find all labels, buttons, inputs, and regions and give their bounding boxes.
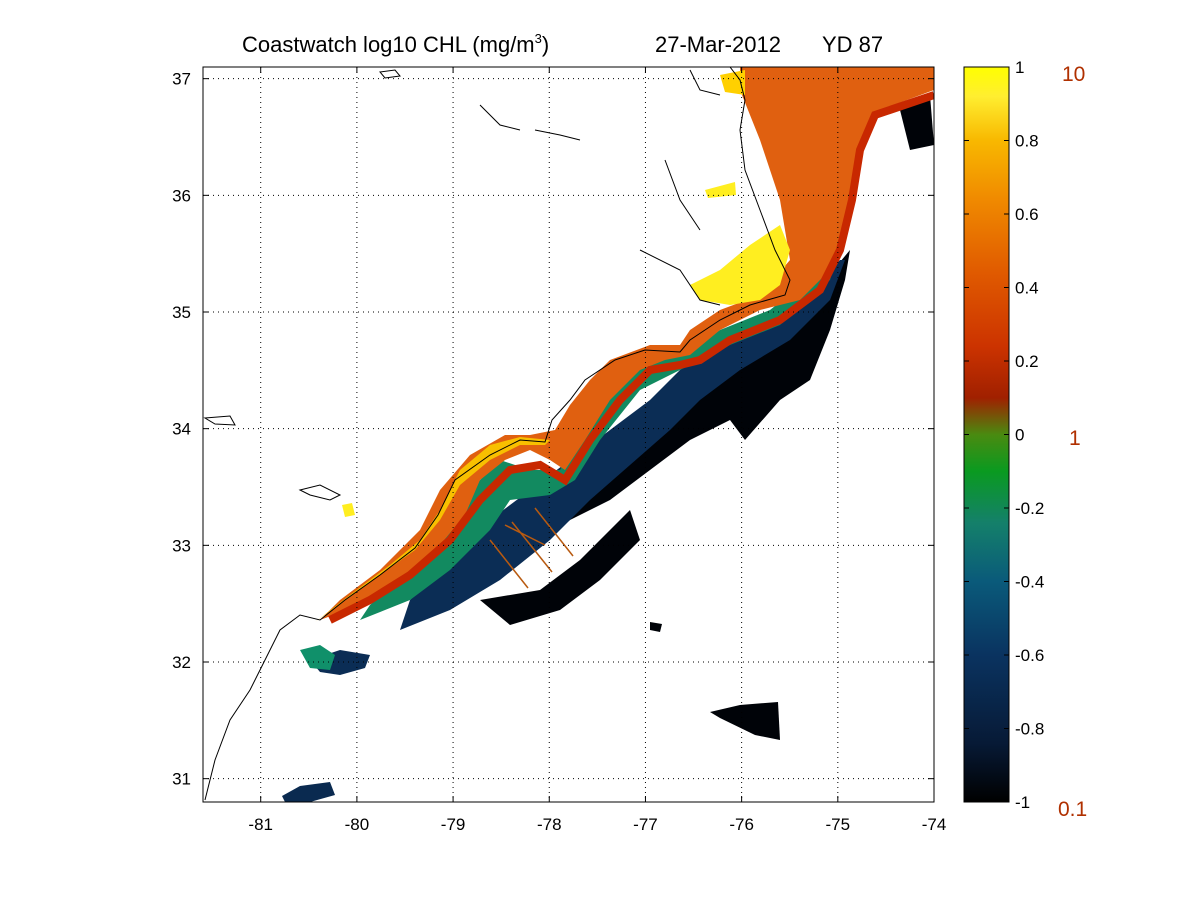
yearday-label: YD 87 (822, 32, 883, 57)
coastline (204, 67, 791, 801)
blue-chl-band (400, 260, 845, 630)
colorbar-ref-high: 10 (1062, 63, 1085, 86)
y-tick-label: 37 (172, 70, 191, 89)
x-tick-label: -74 (922, 815, 947, 834)
colorbar-tick-label: -0.4 (1015, 573, 1044, 592)
y-tick-label: 36 (172, 186, 191, 205)
low-chl-patch (900, 95, 934, 150)
colorbar-tick-label: 0.6 (1015, 205, 1039, 224)
y-tick-label: 32 (172, 653, 191, 672)
y-tick-label: 34 (172, 420, 191, 439)
colorbar-tick-label: -0.8 (1015, 720, 1044, 739)
colorbar (963, 66, 1010, 803)
colorbar-ref-mid: 1 (1069, 427, 1081, 450)
low-chl-patch (710, 702, 780, 740)
colorbar-tick-label: 0.2 (1015, 352, 1039, 371)
colorbar-tick-label: 0.4 (1015, 279, 1039, 298)
x-tick-label: -75 (826, 815, 851, 834)
colorbar-tick-label: 0.8 (1015, 132, 1039, 151)
y-tick-label: 31 (172, 770, 191, 789)
map-title: Coastwatch log10 CHL (mg/m3) (242, 31, 549, 57)
yellow-chl-north (720, 70, 745, 95)
colorbar-tick-label: 0 (1015, 426, 1024, 445)
colorbar-axis: 1 0.8 0.6 0.4 0.2 0 -0.2 -0.4 -0.6 -0.8 -1 (964, 58, 1044, 812)
x-tick-label: -76 (729, 815, 754, 834)
map-plot-area (203, 67, 934, 802)
y-tick-label: 35 (172, 303, 191, 322)
yellow-chl-sound (705, 182, 736, 198)
map-grid (203, 67, 935, 802)
low-chl-patch (650, 622, 662, 632)
low-chl-patch (282, 782, 335, 802)
y-tick-label: 33 (172, 536, 191, 555)
sampling-transects (489, 507, 574, 589)
colorbar-tick-label: -0.2 (1015, 499, 1044, 518)
x-tick-label: -81 (248, 815, 273, 834)
map-frame (202, 66, 935, 803)
coastline-island (203, 69, 401, 501)
coastline-sound (479, 69, 721, 306)
x-tick-label: -78 (537, 815, 562, 834)
date-label: 27-Mar-2012 (655, 32, 781, 57)
x-tick-label: -80 (345, 815, 370, 834)
low-chl-patch (480, 510, 640, 625)
map-axes: -81 -80 -79 -78 -77 -76 -75 -74 37 36 35 34 33 32 31 (172, 67, 946, 834)
orange-chl-band (320, 67, 934, 620)
colorbar-tick-label: 1 (1015, 58, 1024, 77)
colorbar-tick-label: -1 (1015, 793, 1030, 812)
colorbar-ref-low: 0.1 (1058, 798, 1087, 821)
green-chl-patch (300, 645, 335, 670)
x-tick-label: -77 (633, 815, 658, 834)
yellow-chl-sound (690, 225, 790, 305)
red-chl-edge (328, 91, 934, 624)
yellow-chl-patch (342, 503, 355, 517)
colorbar-tick-label: -0.6 (1015, 646, 1044, 665)
x-tick-label: -79 (441, 815, 466, 834)
